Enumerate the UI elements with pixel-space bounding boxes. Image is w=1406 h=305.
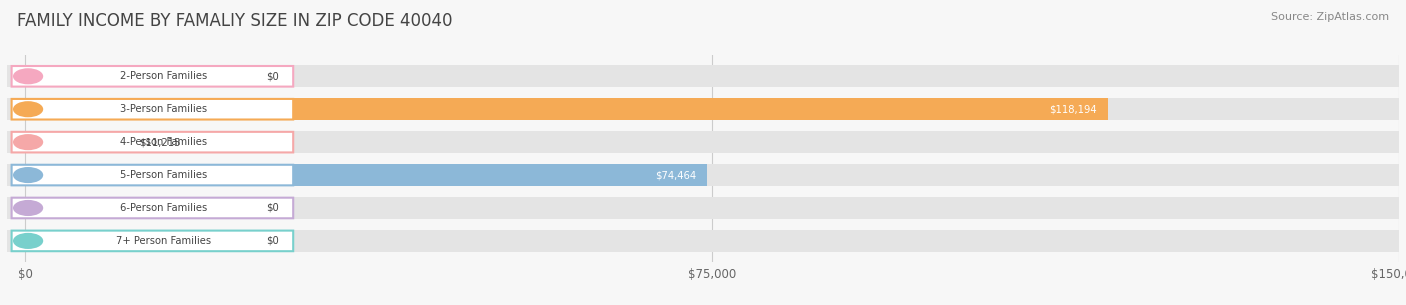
Text: 5-Person Families: 5-Person Families (120, 170, 207, 180)
Text: $0: $0 (266, 203, 280, 213)
Text: $11,215: $11,215 (139, 137, 180, 147)
FancyBboxPatch shape (11, 132, 294, 152)
Ellipse shape (13, 200, 44, 216)
Text: 7+ Person Families: 7+ Person Families (115, 236, 211, 246)
Text: 3-Person Families: 3-Person Families (120, 104, 207, 114)
Bar (7, 230, 1399, 252)
Text: $0: $0 (266, 236, 280, 246)
FancyBboxPatch shape (11, 99, 294, 120)
Bar (7, 65, 1399, 88)
Text: FAMILY INCOME BY FAMALIY SIZE IN ZIP CODE 40040: FAMILY INCOME BY FAMALIY SIZE IN ZIP COD… (17, 12, 453, 30)
Ellipse shape (13, 134, 44, 150)
Text: $0: $0 (266, 71, 280, 81)
Text: $118,194: $118,194 (1049, 104, 1097, 114)
Ellipse shape (13, 101, 44, 117)
Bar (25, 65, 239, 88)
Text: 2-Person Families: 2-Person Families (120, 71, 207, 81)
Ellipse shape (13, 68, 44, 84)
Text: 4-Person Families: 4-Person Families (120, 137, 207, 147)
Bar (7, 131, 1399, 153)
Bar (7, 164, 1399, 186)
Bar (25, 131, 128, 153)
Bar (7, 98, 1399, 120)
Ellipse shape (13, 167, 44, 183)
FancyBboxPatch shape (11, 66, 294, 87)
Bar (25, 230, 239, 252)
Bar (25, 164, 707, 186)
FancyBboxPatch shape (11, 165, 294, 185)
Bar (7, 197, 1399, 219)
Ellipse shape (13, 233, 44, 249)
Text: Source: ZipAtlas.com: Source: ZipAtlas.com (1271, 12, 1389, 22)
FancyBboxPatch shape (11, 231, 294, 251)
Text: $74,464: $74,464 (655, 170, 696, 180)
Bar (25, 98, 1108, 120)
Text: 6-Person Families: 6-Person Families (120, 203, 207, 213)
FancyBboxPatch shape (11, 198, 294, 218)
Bar (25, 197, 239, 219)
